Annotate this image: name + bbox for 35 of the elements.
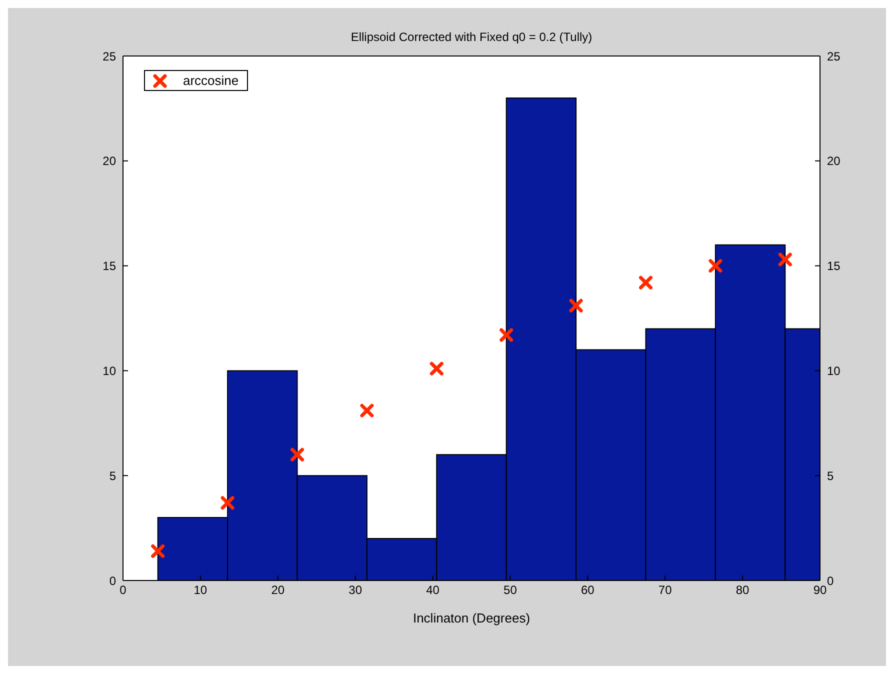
x-tick-label: 10: [194, 583, 208, 598]
y2-tick-label: 5: [827, 468, 834, 483]
point: [290, 448, 304, 462]
point: [220, 496, 234, 510]
y-tick-label: 20: [102, 154, 116, 168]
x-tick-label: 60: [580, 583, 595, 598]
x-tick-label: 80: [736, 583, 750, 598]
x-tick-label: 0: [120, 583, 127, 598]
x-tick-label: 50: [504, 583, 518, 598]
y-tick-label: 25: [102, 49, 116, 64]
y2-tick-label: 25: [827, 49, 841, 64]
x-tick-label: 90: [813, 583, 827, 598]
x-tick-label: 20: [271, 583, 285, 598]
y2-tick-label: 0: [827, 574, 834, 588]
point: [639, 276, 652, 290]
x-tick-label: 40: [426, 583, 440, 598]
point: [500, 328, 514, 342]
chart-title: Ellipsoid Corrected with Fixed q0 = 0.2 (Tully): [350, 30, 594, 44]
point: [569, 298, 583, 312]
point: [778, 252, 792, 266]
x-tick-label: 30: [348, 583, 362, 598]
y2-tick-label: 15: [827, 259, 841, 274]
y-tick-label: 15: [102, 259, 116, 274]
x-tick-label: 70: [658, 583, 672, 598]
y2-tick-label: 20: [827, 154, 841, 168]
point: [708, 259, 722, 273]
legend-label: arccosine: [183, 73, 239, 88]
point: [151, 544, 165, 558]
y-tick-label: 10: [102, 364, 116, 378]
y-tick-label: 0: [109, 574, 116, 588]
y-tick-label: 5: [109, 468, 116, 483]
point: [430, 362, 444, 376]
y2-tick-label: 10: [827, 364, 841, 378]
point: [360, 404, 374, 418]
x-axis-title: Inclinaton (Degrees): [412, 610, 530, 626]
